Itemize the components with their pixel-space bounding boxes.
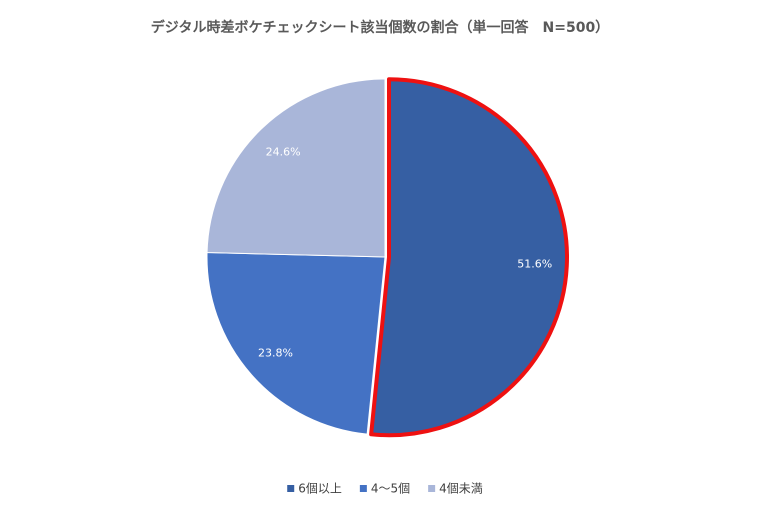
value-label: 24.6% xyxy=(266,146,301,159)
legend-swatch xyxy=(359,485,367,492)
legend: 6個以上 4～5個 4個未満 xyxy=(287,482,483,496)
legend-swatch xyxy=(428,485,436,492)
legend-label: 4個未満 xyxy=(439,482,483,496)
legend-label: 4～5個 xyxy=(371,482,410,496)
pie-slice xyxy=(369,77,569,438)
pie-slice xyxy=(206,252,386,435)
chart-title: デジタル時差ボケチェックシート該当個数の割合（単一回答 N=500） xyxy=(151,19,609,36)
pie-slice xyxy=(206,78,386,258)
value-label: 23.8% xyxy=(258,347,293,360)
legend-label: 6個以上 xyxy=(298,482,342,496)
value-label: 51.6% xyxy=(517,258,552,271)
legend-swatch xyxy=(287,485,295,492)
